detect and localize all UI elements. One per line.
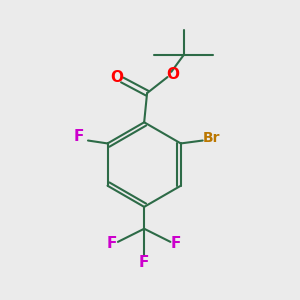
Text: Br: Br bbox=[203, 130, 220, 145]
Text: F: F bbox=[139, 255, 149, 270]
Text: F: F bbox=[107, 236, 117, 251]
Text: F: F bbox=[171, 236, 181, 251]
Text: O: O bbox=[110, 70, 123, 85]
Text: O: O bbox=[166, 67, 179, 82]
Text: F: F bbox=[74, 129, 84, 144]
